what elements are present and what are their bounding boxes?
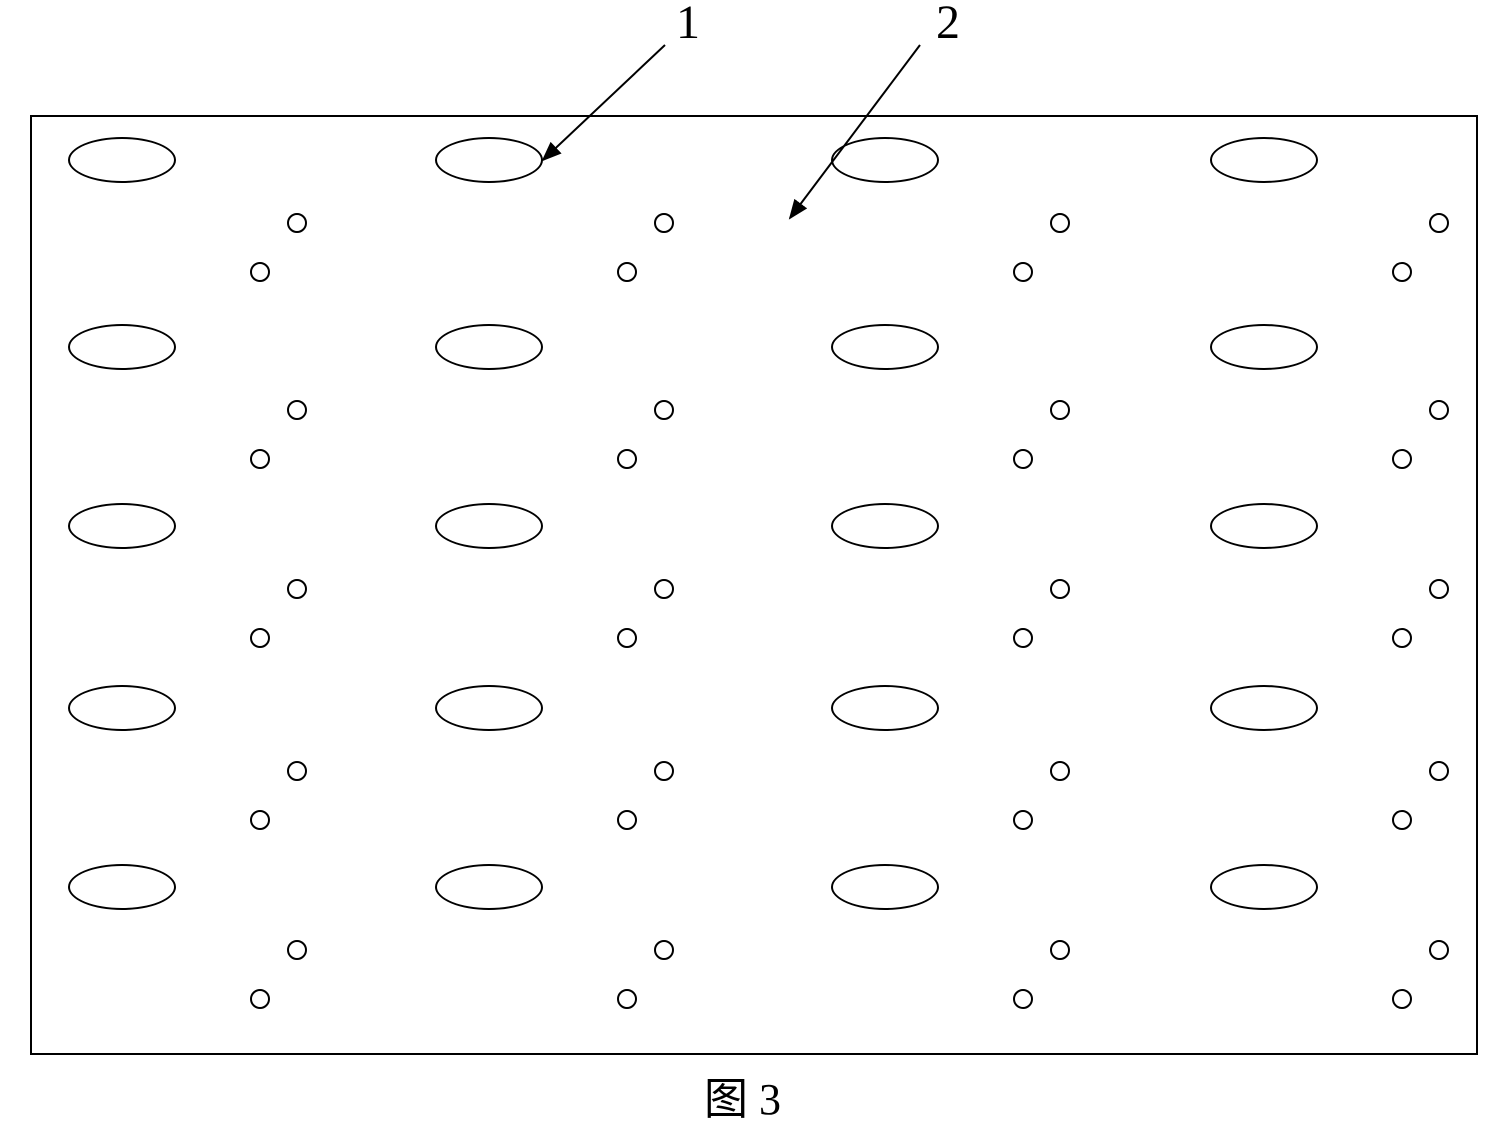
large-ellipse — [1210, 864, 1318, 910]
large-ellipse — [435, 864, 543, 910]
large-ellipse — [1210, 324, 1318, 370]
large-ellipse — [1210, 137, 1318, 183]
small-circle — [654, 579, 674, 599]
small-circle — [1013, 262, 1033, 282]
large-ellipse — [435, 685, 543, 731]
small-circle — [654, 213, 674, 233]
small-circle — [1392, 449, 1412, 469]
large-ellipse — [68, 864, 176, 910]
large-ellipse — [831, 864, 939, 910]
small-circle — [1429, 213, 1449, 233]
large-ellipse — [435, 503, 543, 549]
diagram-panel — [30, 115, 1478, 1055]
large-ellipse — [68, 137, 176, 183]
small-circle — [287, 761, 307, 781]
small-circle — [1050, 761, 1070, 781]
large-ellipse — [1210, 685, 1318, 731]
large-ellipse — [435, 324, 543, 370]
small-circle — [1392, 810, 1412, 830]
small-circle — [1429, 761, 1449, 781]
small-circle — [654, 761, 674, 781]
label-2: 2 — [936, 0, 960, 50]
large-ellipse — [831, 137, 939, 183]
small-circle — [654, 400, 674, 420]
large-ellipse — [831, 503, 939, 549]
small-circle — [287, 579, 307, 599]
small-circle — [287, 940, 307, 960]
small-circle — [1429, 400, 1449, 420]
large-ellipse — [831, 685, 939, 731]
small-circle — [617, 449, 637, 469]
small-circle — [1050, 940, 1070, 960]
small-circle — [287, 400, 307, 420]
small-circle — [1429, 579, 1449, 599]
small-circle — [250, 628, 270, 648]
small-circle — [1013, 449, 1033, 469]
small-circle — [654, 940, 674, 960]
small-circle — [1050, 579, 1070, 599]
small-circle — [250, 262, 270, 282]
small-circle — [617, 628, 637, 648]
large-ellipse — [68, 503, 176, 549]
small-circle — [1392, 989, 1412, 1009]
small-circle — [1392, 262, 1412, 282]
small-circle — [617, 989, 637, 1009]
small-circle — [1392, 628, 1412, 648]
large-ellipse — [1210, 503, 1318, 549]
small-circle — [250, 989, 270, 1009]
small-circle — [1050, 400, 1070, 420]
small-circle — [1013, 989, 1033, 1009]
small-circle — [1013, 628, 1033, 648]
large-ellipse — [831, 324, 939, 370]
small-circle — [617, 262, 637, 282]
large-ellipse — [68, 685, 176, 731]
small-circle — [250, 449, 270, 469]
large-ellipse — [435, 137, 543, 183]
small-circle — [1050, 213, 1070, 233]
small-circle — [1013, 810, 1033, 830]
small-circle — [1429, 940, 1449, 960]
small-circle — [250, 810, 270, 830]
label-1: 1 — [676, 0, 700, 50]
figure-caption: 图 3 — [704, 1063, 781, 1127]
small-circle — [287, 213, 307, 233]
small-circle — [617, 810, 637, 830]
large-ellipse — [68, 324, 176, 370]
